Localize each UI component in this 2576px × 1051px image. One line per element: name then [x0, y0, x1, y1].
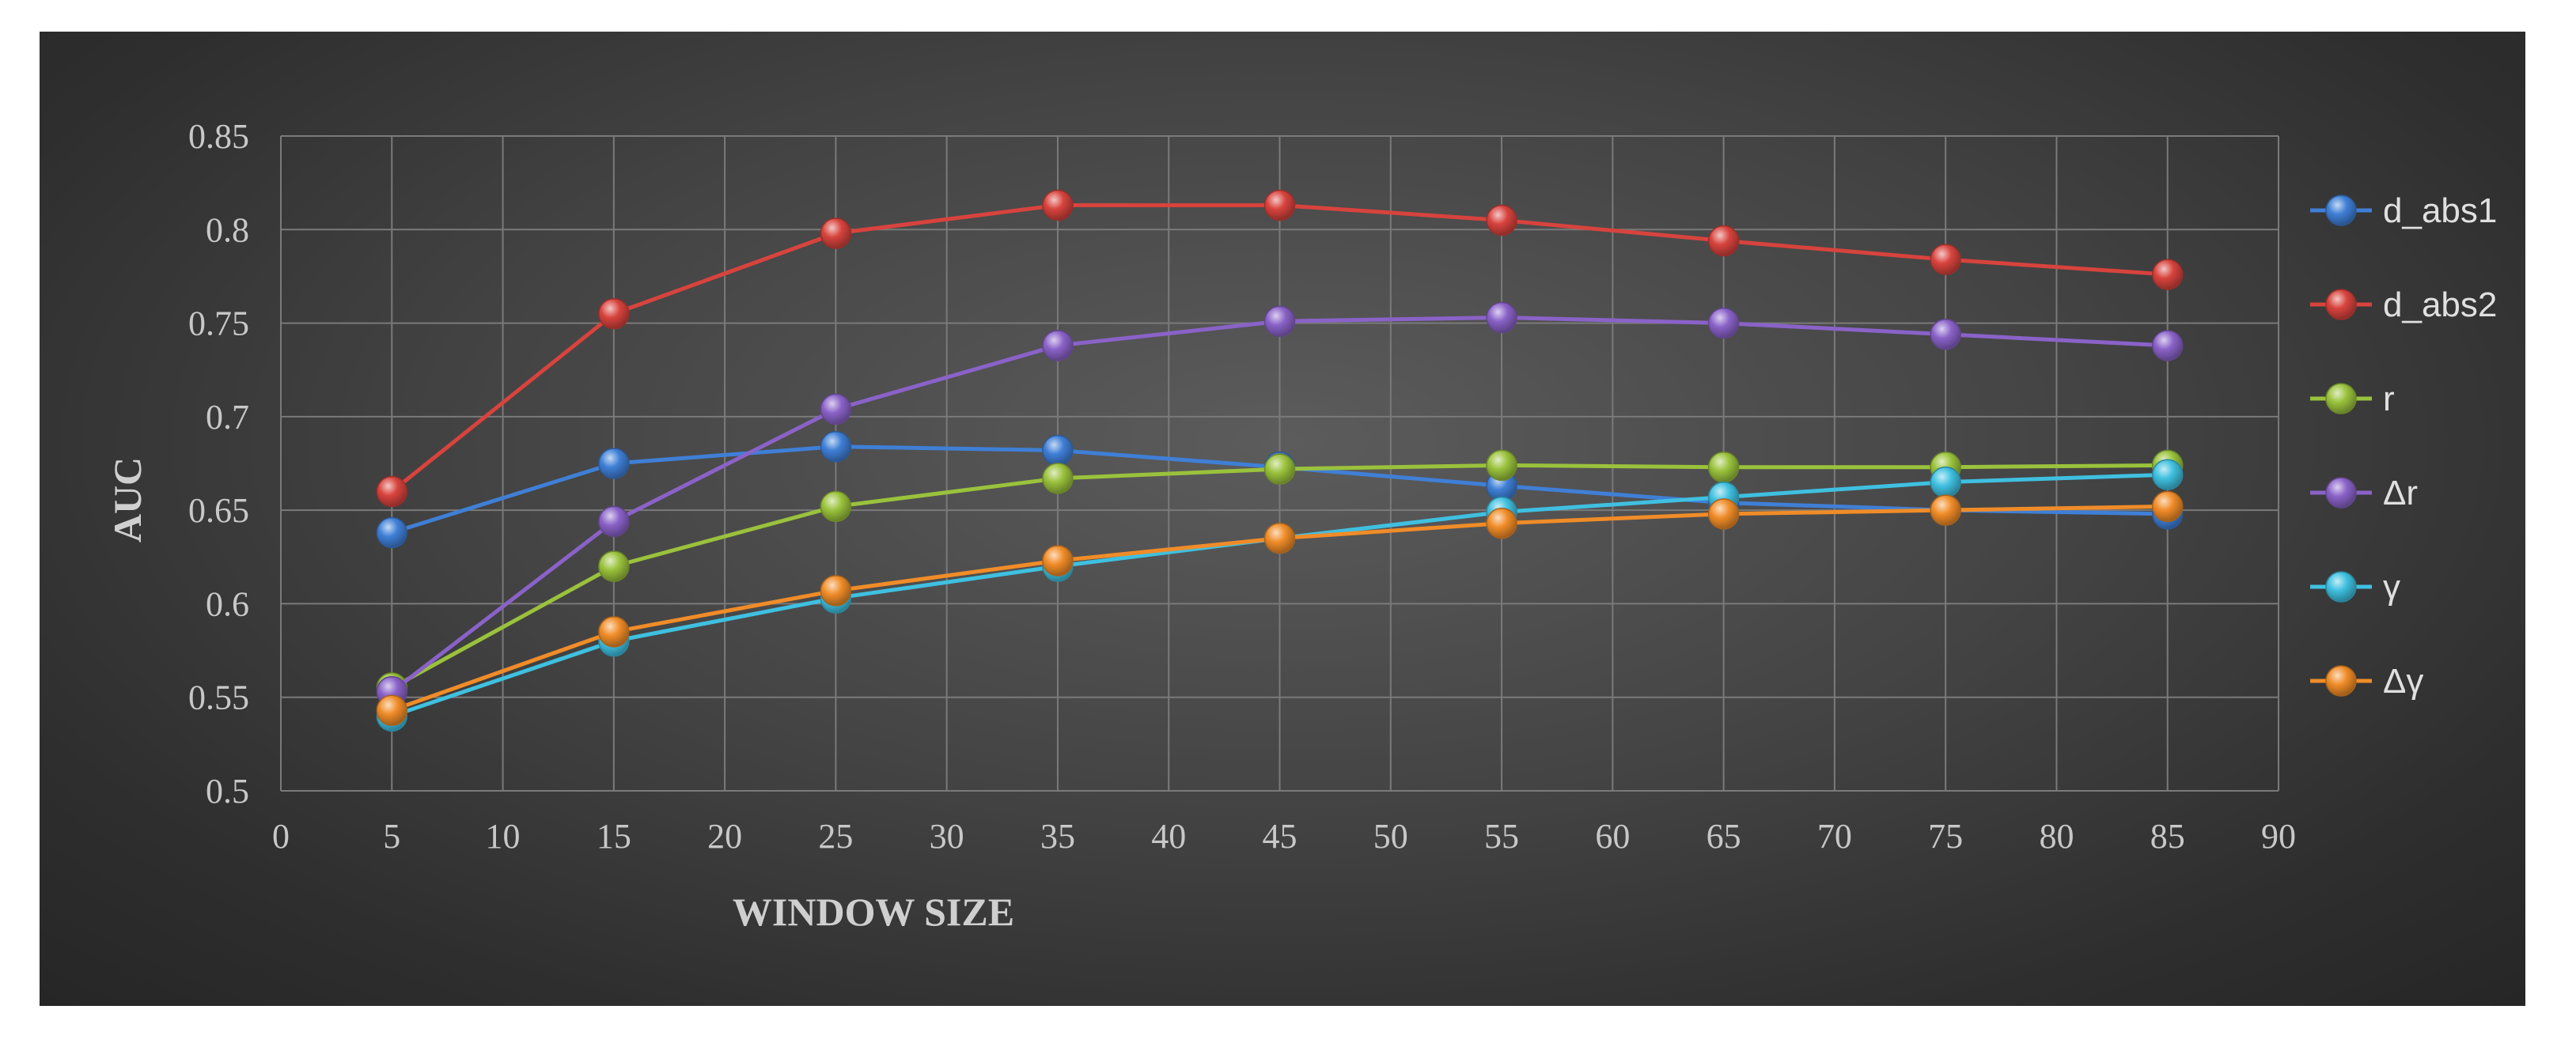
data-point: [1263, 522, 1296, 554]
x-tick-label: 5: [383, 817, 400, 856]
x-tick-label: 60: [1595, 817, 1630, 856]
y-tick-label: 0.8: [206, 210, 249, 249]
data-point: [1486, 449, 1517, 482]
x-tick-label: 30: [930, 817, 964, 856]
x-tick-label: 80: [2039, 817, 2074, 856]
data-point: [1042, 189, 1074, 221]
legend-label: γ: [2383, 568, 2400, 607]
y-axis-title: AUC: [105, 457, 150, 543]
series-layer: [376, 189, 2184, 732]
data-point: [598, 550, 630, 582]
legend-label: Δγ: [2383, 662, 2423, 701]
data-point: [1707, 498, 1740, 530]
y-tick-label: 0.65: [188, 491, 249, 530]
x-tick-label: 10: [486, 817, 521, 856]
x-tick-label: 15: [597, 817, 631, 856]
data-point: [2151, 330, 2184, 361]
x-tick-label: 40: [1151, 817, 1186, 856]
data-point: [1930, 319, 1961, 350]
data-point: [1042, 434, 1074, 467]
legend-item: γ: [2310, 568, 2400, 607]
data-point: [1486, 204, 1517, 236]
x-tick-label: 25: [818, 817, 853, 856]
y-tick-labels: 0.5 0.55 0.6 0.65 0.7 0.75 0.8 0.85: [188, 117, 249, 811]
data-point: [1930, 466, 1961, 498]
data-point: [1707, 225, 1740, 257]
data-point: [1930, 244, 1961, 275]
data-point: [598, 616, 630, 648]
y-tick-label: 0.5: [206, 772, 249, 811]
data-point: [1263, 189, 1296, 221]
legend-item: Δγ: [2310, 662, 2423, 701]
data-point: [598, 505, 630, 538]
data-point: [820, 217, 852, 249]
chart-frame: 0 5 10 15 20 25 30 35 40 45 50 55 60 65 70 75 80 85 90 0.5…: [40, 32, 2525, 1006]
data-point: [376, 475, 408, 508]
x-tick-label: 90: [2261, 817, 2296, 856]
legend-item: d_abs1: [2310, 191, 2497, 230]
data-point: [2151, 459, 2184, 490]
legend-marker: [2325, 289, 2357, 320]
legend-label: d_abs2: [2383, 285, 2497, 324]
legend-marker: [2325, 665, 2357, 697]
y-tick-label: 0.75: [188, 304, 249, 343]
x-tick-label: 45: [1263, 817, 1297, 856]
y-tick-label: 0.85: [188, 117, 249, 156]
series-2: [376, 189, 2184, 508]
x-tick-label: 85: [2150, 817, 2185, 856]
y-tick-label: 0.7: [206, 398, 249, 437]
legend-marker: [2325, 383, 2357, 414]
x-tick-label: 0: [272, 817, 290, 856]
series-4: [376, 301, 2184, 708]
legend-item: Δr: [2310, 474, 2418, 512]
data-point: [1486, 507, 1517, 539]
x-tick-label: 75: [1928, 817, 1963, 856]
data-point: [1486, 301, 1517, 334]
x-tick-labels: 0 5 10 15 20 25 30 35 40 45 50 55 60 65 70 75 80 85 90: [272, 817, 2296, 856]
data-point: [1263, 305, 1296, 337]
data-point: [1042, 463, 1074, 494]
x-tick-label: 35: [1040, 817, 1075, 856]
legend-label: r: [2383, 380, 2395, 418]
data-point: [2151, 490, 2184, 523]
data-point: [820, 575, 852, 607]
data-point: [820, 430, 852, 463]
series-6: [376, 490, 2184, 727]
legend-item: d_abs2: [2310, 285, 2497, 324]
data-point: [598, 448, 630, 479]
legend-label: d_abs1: [2383, 191, 2497, 230]
x-tick-label: 20: [707, 817, 742, 856]
data-point: [598, 297, 630, 330]
x-tick-label: 55: [1484, 817, 1519, 856]
line-chart: 0 5 10 15 20 25 30 35 40 45 50 55 60 65 70 75 80 85 90 0.5…: [105, 117, 2497, 934]
data-point: [2151, 259, 2184, 290]
data-point: [820, 393, 852, 425]
x-tick-label: 70: [1817, 817, 1852, 856]
data-point: [1930, 494, 1961, 526]
data-point: [1042, 330, 1074, 361]
data-point: [820, 490, 852, 523]
data-point: [1263, 453, 1296, 485]
data-point: [376, 516, 408, 549]
legend-item: r: [2310, 380, 2395, 418]
legend-label: Δr: [2383, 474, 2418, 512]
x-tick-label: 65: [1707, 817, 1741, 856]
data-point: [1707, 451, 1740, 483]
x-axis-title: WINDOW SIZE: [733, 890, 1014, 934]
data-point: [1707, 307, 1740, 339]
legend-marker: [2325, 571, 2357, 603]
y-tick-label: 0.55: [188, 679, 249, 717]
legend-marker: [2325, 477, 2357, 508]
data-point: [376, 694, 408, 727]
data-point: [1042, 545, 1074, 577]
y-tick-label: 0.6: [206, 584, 249, 623]
legend-marker: [2325, 195, 2357, 226]
x-tick-label: 50: [1373, 817, 1408, 856]
